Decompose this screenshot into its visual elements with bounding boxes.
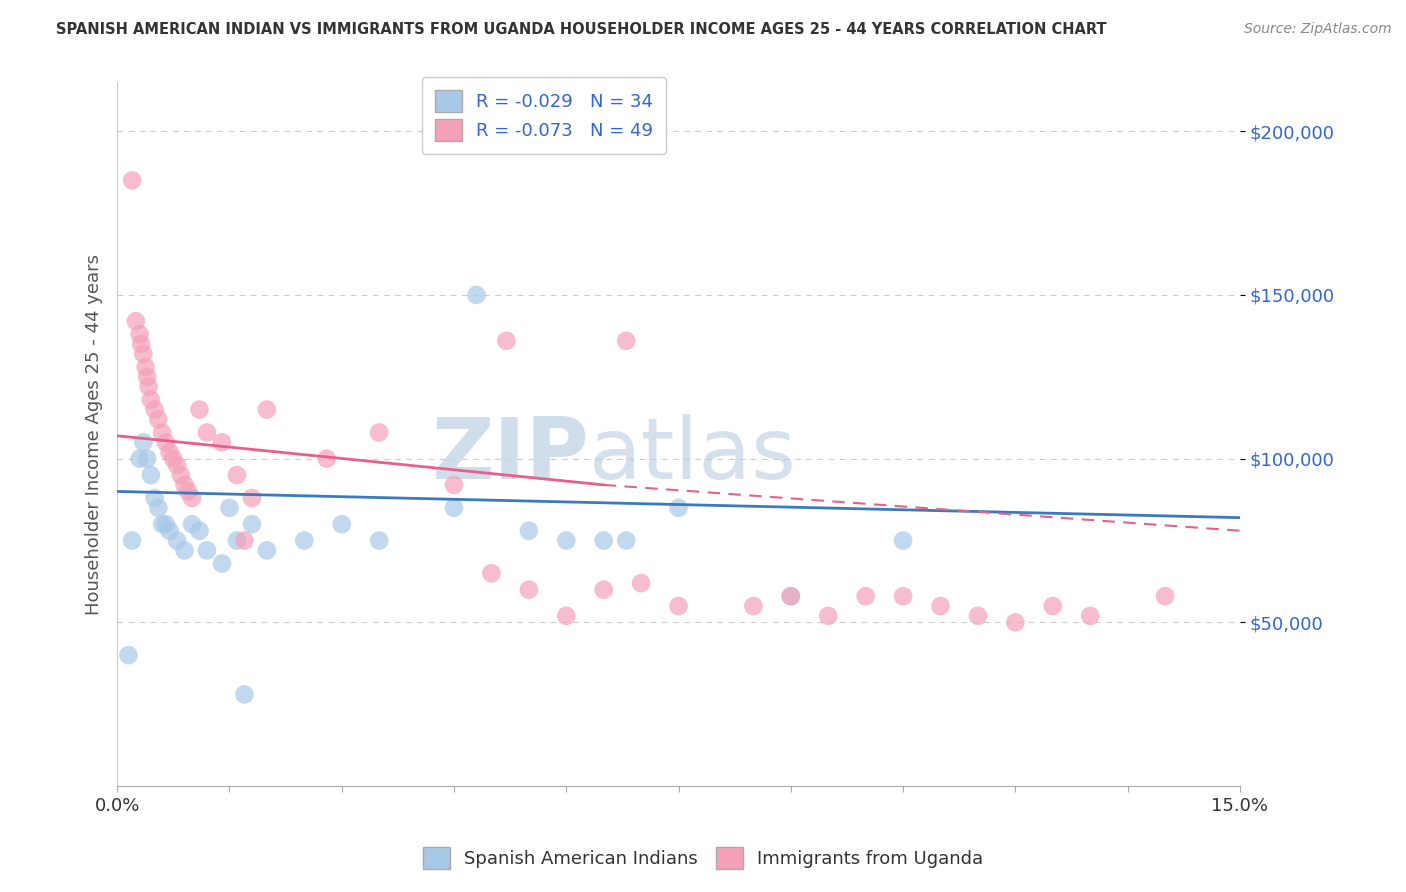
Point [195,543,218,558]
Point [159,524,181,538]
Point [967,608,990,623]
Point [891,589,914,603]
Point [177,484,200,499]
Point [1078,608,1101,623]
Point [517,582,540,597]
Point [173,478,195,492]
Point [121,173,143,187]
Point [630,576,652,591]
Point [929,599,952,613]
Point [181,517,204,532]
Point [143,491,166,505]
Point [555,608,578,623]
Point [128,327,150,342]
Text: Source: ZipAtlas.com: Source: ZipAtlas.com [1244,22,1392,37]
Point [125,314,148,328]
Point [148,412,170,426]
Point [117,648,139,662]
Point [481,566,503,581]
Point [226,468,249,483]
Point [136,369,159,384]
Point [368,425,391,440]
Point [121,533,143,548]
Point [465,288,488,302]
Point [211,557,233,571]
Point [155,517,177,532]
Point [592,582,614,597]
Point [779,589,801,603]
Point [1154,589,1177,603]
Point [166,458,188,473]
Point [226,533,249,548]
Point [166,533,188,548]
Y-axis label: Householder Income Ages 25 - 44 years: Householder Income Ages 25 - 44 years [86,253,103,615]
Point [315,451,337,466]
Point [188,524,211,538]
Point [132,347,155,361]
Point [668,500,690,515]
Point [668,599,690,613]
Text: atlas: atlas [589,414,797,497]
Point [150,517,173,532]
Point [330,517,353,532]
Point [132,435,155,450]
Point [240,517,263,532]
Point [256,543,278,558]
Point [256,402,278,417]
Legend: Spanish American Indians, Immigrants from Uganda: Spanish American Indians, Immigrants fro… [413,838,993,879]
Point [891,533,914,548]
Point [614,533,637,548]
Point [614,334,637,348]
Text: ZIP: ZIP [432,414,589,497]
Point [136,451,159,466]
Point [138,379,160,393]
Point [592,533,614,548]
Point [817,608,839,623]
Point [240,491,263,505]
Point [517,524,540,538]
Point [135,359,157,374]
Point [155,435,177,450]
Point [779,589,801,603]
Point [555,533,578,548]
Point [1004,615,1026,630]
Point [148,500,170,515]
Legend: R = -0.029   N = 34, R = -0.073   N = 49: R = -0.029 N = 34, R = -0.073 N = 49 [422,77,665,153]
Point [443,500,465,515]
Point [129,337,152,351]
Text: SPANISH AMERICAN INDIAN VS IMMIGRANTS FROM UGANDA HOUSEHOLDER INCOME AGES 25 - 4: SPANISH AMERICAN INDIAN VS IMMIGRANTS FR… [56,22,1107,37]
Point [150,425,173,440]
Point [159,445,181,459]
Point [443,478,465,492]
Point [1042,599,1064,613]
Point [495,334,517,348]
Point [218,500,240,515]
Point [170,468,193,483]
Point [292,533,315,548]
Point [162,451,184,466]
Point [143,402,166,417]
Point [128,451,150,466]
Point [742,599,765,613]
Point [188,402,211,417]
Point [368,533,391,548]
Point [139,392,162,407]
Point [233,533,256,548]
Point [139,468,162,483]
Point [211,435,233,450]
Point [855,589,877,603]
Point [233,688,256,702]
Point [181,491,204,505]
Point [195,425,218,440]
Point [173,543,195,558]
